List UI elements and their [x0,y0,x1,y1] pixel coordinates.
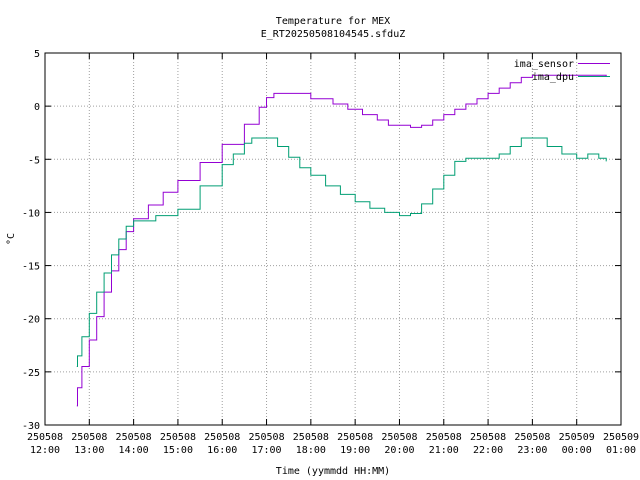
x-tick-date-label: 250508 [337,432,373,443]
x-tick-date-label: 250508 [116,432,152,443]
legend: ima_sensor ima_dpu [514,59,610,83]
x-tick-date-label: 250508 [71,432,107,443]
x-tick-date-label: 250508 [204,432,240,443]
x-tick-date-label: 250508 [293,432,329,443]
legend-label-ima-sensor: ima_sensor [514,59,574,70]
y-tick-label: -10 [22,208,40,219]
x-tick-time-label: 17:00 [251,445,281,456]
series-line-ima-dpu [76,137,607,367]
x-tick-date-label: 250509 [603,432,639,443]
x-tick-date-label: 250508 [27,432,63,443]
series [76,74,607,407]
x-tick-date-label: 250508 [381,432,417,443]
x-tick-time-label: 00:00 [562,445,592,456]
x-tick-date-label: 250508 [248,432,284,443]
x-tick-time-label: 22:00 [473,445,503,456]
y-axis-label: °C [6,233,17,245]
x-tick-time-label: 23:00 [517,445,547,456]
x-tick-time-label: 01:00 [606,445,636,456]
plot-border [44,52,622,426]
x-tick-time-label: 14:00 [119,445,149,456]
chart-subtitle: E_RT20250508104545.sfduZ [261,29,406,40]
y-tick-label: -30 [22,421,40,432]
x-axis-label: Time (yymmdd HH:MM) [276,466,390,477]
chart-title: Temperature for MEX [276,16,390,27]
y-tick-label: -5 [28,155,40,166]
x-tick-time-label: 12:00 [30,445,60,456]
x-tick-time-label: 21:00 [429,445,459,456]
y-tick-label: 5 [34,49,40,60]
y-tick-label: 0 [34,102,40,113]
x-tick-time-label: 16:00 [207,445,237,456]
y-tick-label: -15 [22,262,40,273]
x-tick-time-label: 15:00 [163,445,193,456]
x-tick-date-label: 250508 [470,432,506,443]
x-tick-date-label: 250508 [160,432,196,443]
y-tick-label: -20 [22,315,40,326]
ticks: -30 -25 -20 -15 -10 -5 0 5 250508 12:00 250508 13:0… [22,49,639,456]
x-tick-date-label: 250509 [559,432,595,443]
series-line-ima-sensor [76,74,607,407]
grid [45,53,621,425]
axes [44,52,622,426]
legend-label-ima-dpu: ima_dpu [532,72,574,83]
x-tick-time-label: 13:00 [74,445,104,456]
x-tick-time-label: 19:00 [340,445,370,456]
x-tick-time-label: 20:00 [384,445,414,456]
x-tick-date-label: 250508 [426,432,462,443]
y-tick-label: -25 [22,368,40,379]
x-tick-date-label: 250508 [514,432,550,443]
x-tick-time-label: 18:00 [296,445,326,456]
